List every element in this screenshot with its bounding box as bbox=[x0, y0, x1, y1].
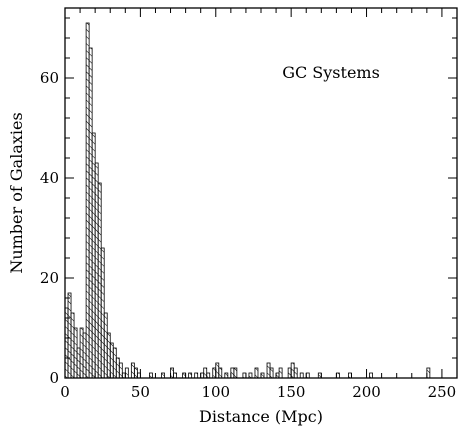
histogram-bar bbox=[206, 372, 211, 379]
x-axis-title: Distance (Mpc) bbox=[199, 407, 323, 426]
bars-layer bbox=[64, 22, 431, 379]
histogram-bar bbox=[299, 372, 304, 379]
y-tick-label: 60 bbox=[40, 69, 59, 87]
x-tick-label: 150 bbox=[277, 383, 306, 401]
histogram-bar bbox=[369, 372, 373, 379]
x-tick-label: 250 bbox=[428, 383, 457, 401]
histogram-bar bbox=[218, 367, 223, 379]
y-axis-title: Number of Galaxies bbox=[7, 112, 26, 273]
histogram-bar bbox=[82, 332, 87, 379]
y-tick-label: 0 bbox=[49, 369, 59, 387]
histogram-bar bbox=[269, 367, 274, 379]
histogram-bar bbox=[248, 372, 253, 379]
histogram-bar bbox=[293, 367, 298, 379]
tick-labels-layer: 0 50 100 150 200 250 0 20 40 60 bbox=[40, 69, 456, 401]
histogram-bar bbox=[188, 372, 193, 379]
histogram-bar bbox=[203, 367, 208, 379]
histogram-bar bbox=[278, 367, 283, 379]
chart-annotation: GC Systems bbox=[282, 63, 380, 82]
histogram-bar bbox=[266, 362, 271, 379]
y-tick-label: 40 bbox=[40, 169, 59, 187]
histogram-bar bbox=[103, 312, 108, 379]
histogram-bar bbox=[161, 372, 165, 379]
histogram-bar bbox=[233, 367, 238, 379]
histogram-bar bbox=[73, 327, 78, 379]
x-tick-label: 200 bbox=[352, 383, 381, 401]
histogram-bar bbox=[133, 367, 138, 379]
histogram-bar bbox=[115, 357, 120, 379]
histogram-bar bbox=[85, 22, 90, 379]
histogram-bar bbox=[70, 312, 75, 379]
histogram-bar bbox=[194, 372, 199, 379]
histogram-bar bbox=[91, 132, 96, 379]
x-tick-label: 50 bbox=[131, 383, 150, 401]
histogram-bar bbox=[149, 372, 153, 379]
plot-frame bbox=[64, 7, 458, 379]
ticks-layer bbox=[64, 8, 458, 379]
y-tick-label: 20 bbox=[40, 269, 59, 287]
histogram-bar bbox=[130, 362, 135, 379]
histogram-bar bbox=[109, 342, 114, 379]
histogram-bar bbox=[173, 372, 177, 379]
histogram-bar bbox=[79, 327, 84, 379]
histogram-bar bbox=[224, 372, 229, 379]
histogram-bar bbox=[112, 347, 117, 379]
histogram-bar bbox=[67, 292, 72, 379]
histogram-bar bbox=[94, 162, 99, 379]
histogram-bar bbox=[88, 47, 93, 379]
histogram-bar bbox=[254, 367, 259, 379]
x-tick-label: 0 bbox=[60, 383, 70, 401]
histogram-bar bbox=[106, 332, 111, 379]
x-tick-label: 100 bbox=[201, 383, 230, 401]
histogram-bar bbox=[97, 182, 102, 379]
histogram-bar bbox=[118, 362, 123, 379]
histogram-bar bbox=[100, 247, 105, 379]
